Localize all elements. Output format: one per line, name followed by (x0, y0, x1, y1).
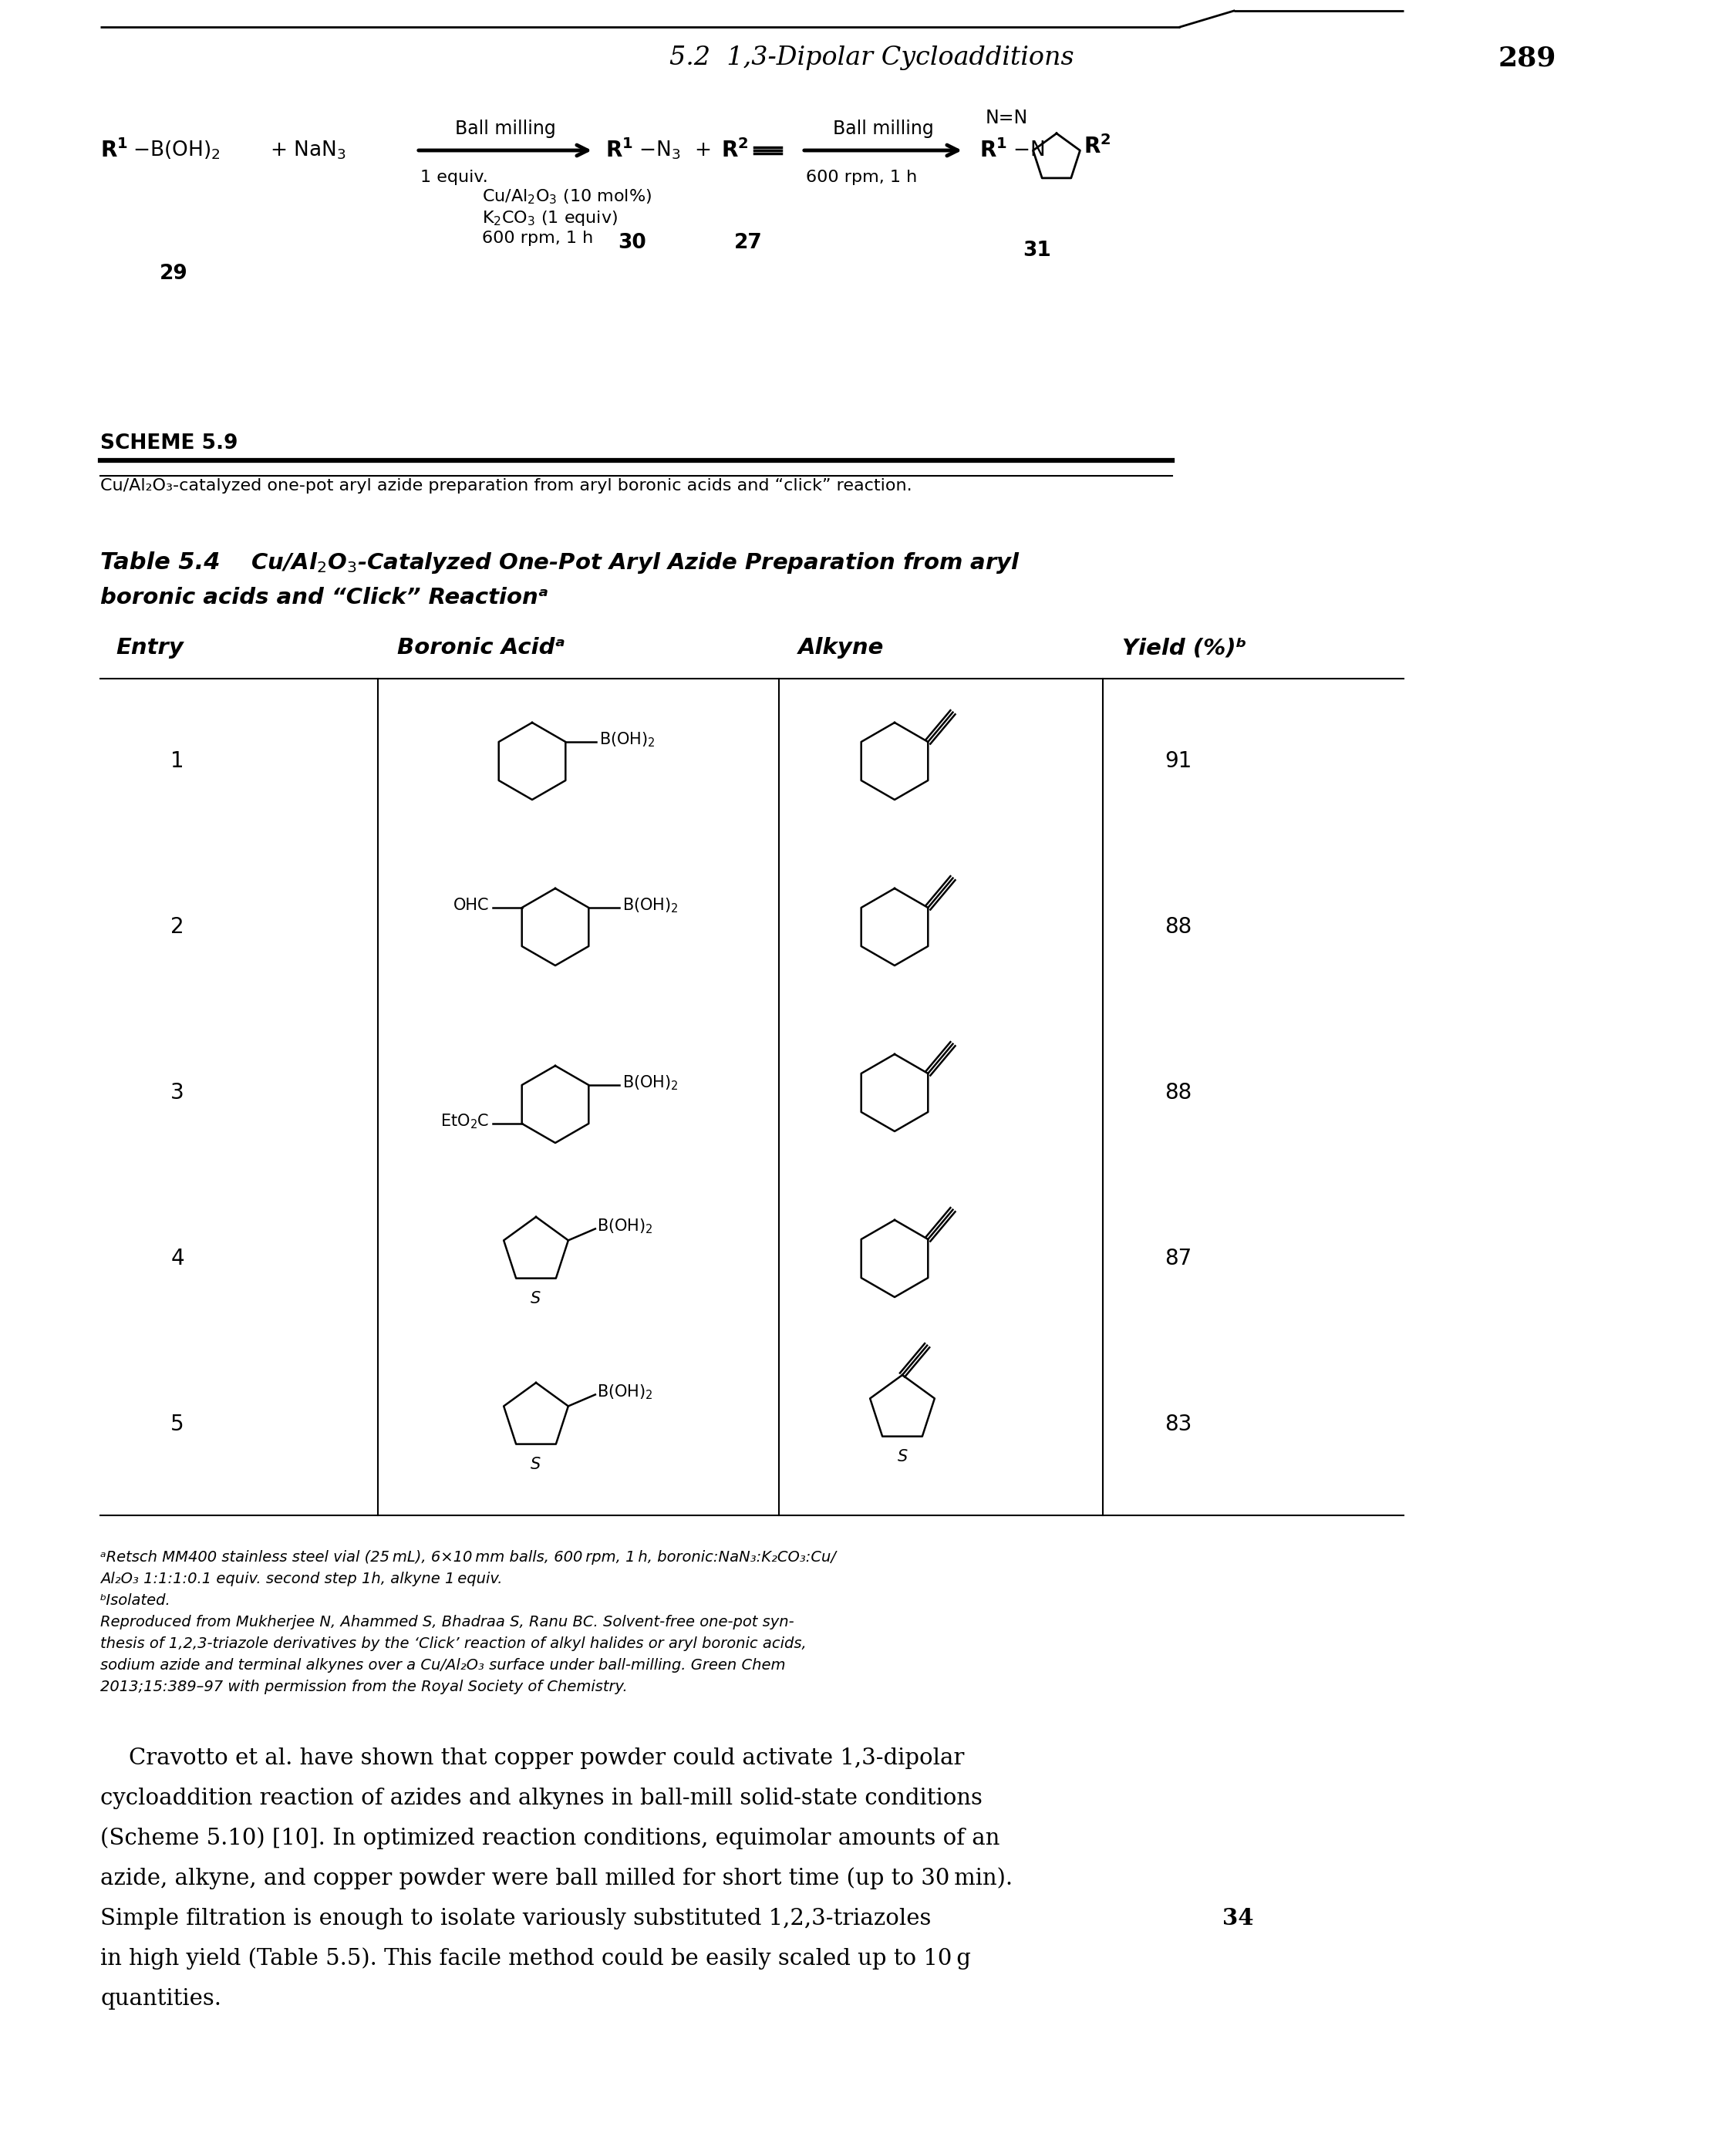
Text: 600 rpm, 1 h: 600 rpm, 1 h (806, 169, 917, 184)
Text: OHC: OHC (453, 897, 490, 914)
Text: thesis of 1,2,3-triazole derivatives by the ‘Click’ reaction of alkyl halides or: thesis of 1,2,3-triazole derivatives by … (101, 1637, 807, 1652)
Text: Cu/Al₂O₃-catalyzed one-pot aryl azide preparation from aryl boronic acids and “c: Cu/Al₂O₃-catalyzed one-pot aryl azide pr… (101, 477, 911, 494)
Text: 88: 88 (1165, 916, 1191, 937)
Text: boronic acids and “Click” Reactionᵃ: boronic acids and “Click” Reactionᵃ (101, 586, 549, 608)
Text: 29: 29 (160, 263, 187, 285)
Text: $\mathbf{R}^{\mathbf{2}}$: $\mathbf{R}^{\mathbf{2}}$ (1083, 135, 1111, 158)
Text: K$_2$CO$_3$ (1 equiv): K$_2$CO$_3$ (1 equiv) (483, 210, 618, 227)
Text: Ball milling: Ball milling (455, 120, 556, 139)
Text: B(OH)$_2$: B(OH)$_2$ (623, 897, 679, 914)
Text: sodium azide and terminal alkynes over a Cu/Al₂O₃ surface under ball-milling. Gr: sodium azide and terminal alkynes over a… (101, 1658, 785, 1673)
Text: EtO$_2$C: EtO$_2$C (441, 1113, 490, 1130)
Text: 88: 88 (1165, 1083, 1191, 1104)
Text: Table 5.4: Table 5.4 (101, 552, 220, 574)
Text: B(OH)$_2$: B(OH)$_2$ (599, 730, 656, 749)
Text: 34: 34 (1222, 1907, 1253, 1930)
Text: Ball milling: Ball milling (833, 120, 934, 139)
Text: Cu/Al$_2$O$_3$-Catalyzed One-Pot Aryl Azide Preparation from aryl: Cu/Al$_2$O$_3$-Catalyzed One-Pot Aryl Az… (250, 550, 1021, 576)
Text: 2013;15:389–97 with permission from the Royal Society of Chemistry.: 2013;15:389–97 with permission from the … (101, 1680, 628, 1695)
Text: (Scheme 5.10) [10]. In optimized reaction conditions, equimolar amounts of an: (Scheme 5.10) [10]. In optimized reactio… (101, 1828, 1000, 1849)
Text: N=N: N=N (984, 109, 1028, 126)
Text: Boronic Acidᵃ: Boronic Acidᵃ (398, 638, 566, 659)
Text: B(OH)$_2$: B(OH)$_2$ (597, 1218, 653, 1235)
Text: S: S (531, 1290, 542, 1305)
Text: B(OH)$_2$: B(OH)$_2$ (597, 1382, 653, 1402)
Text: $+\ \mathrm{NaN_3}$: $+\ \mathrm{NaN_3}$ (269, 139, 345, 160)
Text: 83: 83 (1165, 1415, 1193, 1436)
Text: Reproduced from Mukherjee N, Ahammed S, Bhadraa S, Ranu BC. Solvent-free one-pot: Reproduced from Mukherjee N, Ahammed S, … (101, 1616, 793, 1629)
Text: $\mathbf{R}^{\mathbf{1}}$: $\mathbf{R}^{\mathbf{1}}$ (979, 139, 1007, 163)
Text: Cu/Al$_2$O$_3$ (10 mol%): Cu/Al$_2$O$_3$ (10 mol%) (483, 188, 651, 205)
Text: 5.2  1,3-Dipolar Cycloadditions: 5.2 1,3-Dipolar Cycloadditions (668, 45, 1075, 71)
Text: $-\mathrm{N}$: $-\mathrm{N}$ (1012, 141, 1045, 160)
Text: S: S (898, 1449, 908, 1464)
Text: 289: 289 (1498, 45, 1555, 71)
Text: 30: 30 (618, 233, 646, 253)
Text: S: S (531, 1457, 542, 1472)
Text: quantities.: quantities. (101, 1988, 220, 2009)
Text: $\mathbf{R}^{\mathbf{1}}$: $\mathbf{R}^{\mathbf{1}}$ (606, 139, 634, 163)
Text: 5: 5 (170, 1415, 184, 1436)
Text: $\mathbf{R}^{\mathbf{2}}$: $\mathbf{R}^{\mathbf{2}}$ (720, 139, 748, 163)
Text: 87: 87 (1165, 1248, 1191, 1269)
Text: 1 equiv.: 1 equiv. (420, 169, 488, 184)
Text: $-\mathrm{B(OH)_2}$: $-\mathrm{B(OH)_2}$ (132, 139, 220, 160)
Text: 2: 2 (170, 916, 184, 937)
Text: ᵃRetsch MM400 stainless steel vial (25 mL), 6×10 mm balls, 600 rpm, 1 h, boronic: ᵃRetsch MM400 stainless steel vial (25 m… (101, 1549, 837, 1564)
Text: Simple filtration is enough to isolate variously substituted 1,2,3-triazoles: Simple filtration is enough to isolate v… (101, 1909, 937, 1930)
Text: ᵇIsolated.: ᵇIsolated. (101, 1594, 172, 1607)
Text: 600 rpm, 1 h: 600 rpm, 1 h (483, 231, 594, 246)
Text: cycloaddition reaction of azides and alkynes in ball-mill solid-state conditions: cycloaddition reaction of azides and alk… (101, 1787, 983, 1808)
Text: Entry: Entry (116, 638, 184, 659)
Text: $+$: $+$ (694, 141, 710, 160)
Text: Yield (%)ᵇ: Yield (%)ᵇ (1121, 638, 1246, 659)
Text: in high yield (Table 5.5). This facile method could be easily scaled up to 10 g: in high yield (Table 5.5). This facile m… (101, 1947, 970, 1971)
Text: 27: 27 (734, 233, 762, 253)
Text: $\mathbf{R}^{\mathbf{1}}$: $\mathbf{R}^{\mathbf{1}}$ (101, 139, 128, 163)
Text: 1: 1 (170, 751, 184, 773)
Text: B(OH)$_2$: B(OH)$_2$ (623, 1074, 679, 1091)
Text: 4: 4 (170, 1248, 184, 1269)
Text: $-\mathrm{N_3}$: $-\mathrm{N_3}$ (639, 139, 681, 160)
Text: azide, alkyne, and copper powder were ball milled for short time (up to 30 min).: azide, alkyne, and copper powder were ba… (101, 1868, 1012, 1890)
Text: Al₂O₃ 1:1:1:0.1 equiv. second step 1h, alkyne 1 equiv.: Al₂O₃ 1:1:1:0.1 equiv. second step 1h, a… (101, 1571, 502, 1586)
Text: Cravotto et al. have shown that copper powder could activate 1,3-dipolar: Cravotto et al. have shown that copper p… (101, 1748, 963, 1770)
Text: SCHEME 5.9: SCHEME 5.9 (101, 434, 238, 454)
Text: 3: 3 (170, 1083, 184, 1104)
Text: 91: 91 (1165, 751, 1193, 773)
Text: 31: 31 (1023, 240, 1052, 261)
Text: Alkyne: Alkyne (799, 638, 884, 659)
